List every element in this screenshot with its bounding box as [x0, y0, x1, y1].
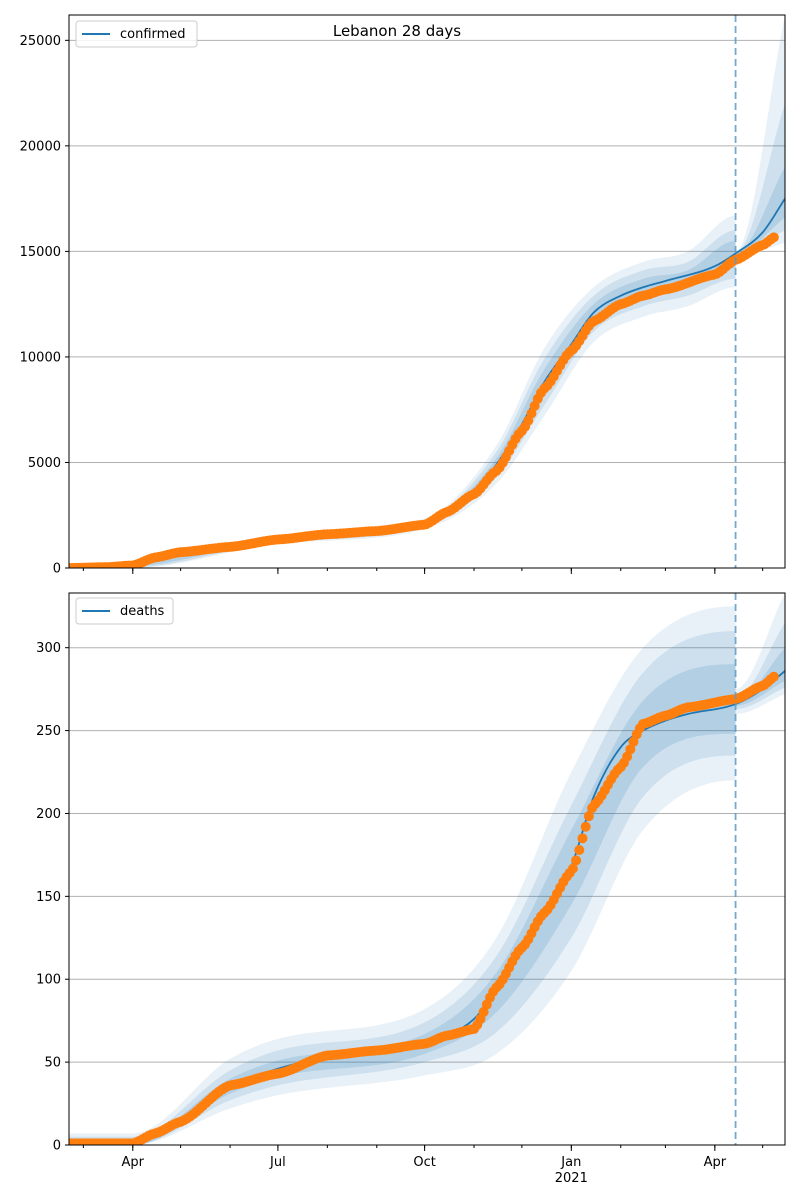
deaths-legend-box: [75, 597, 174, 625]
confirmed-observed-points: [69, 232, 779, 568]
deaths-band-outer: [69, 593, 785, 1145]
deaths-axes-frame: [68, 592, 786, 1146]
confirmed-legend-box: [75, 20, 198, 48]
deaths-x-tick-label: Apr: [122, 1155, 145, 1170]
confirmed-y-tick-label: 0: [53, 562, 61, 577]
deaths-y-tick-label: 100: [36, 973, 61, 988]
deaths-grid: [69, 647, 785, 1063]
confirmed-observed-point: [768, 232, 779, 243]
confirmed-y-tick-label: 10000: [20, 350, 61, 365]
deaths-observed-point: [577, 833, 588, 844]
confirmed-legend: confirmed: [75, 20, 198, 48]
deaths-observed-point: [625, 744, 636, 755]
confirmed-y-tick-label: 5000: [28, 456, 61, 471]
deaths-legend: deaths: [75, 597, 174, 625]
confirmed-y-tick-label: 25000: [20, 34, 61, 49]
deaths-y-tick-label: 300: [36, 641, 61, 656]
deaths-x-tick-label: Jul: [269, 1155, 286, 1170]
deaths-observed-points: [69, 671, 779, 1145]
confirmed-y-tick-label: 15000: [20, 245, 61, 260]
deaths-observed-point: [768, 671, 779, 682]
deaths-y-tick-label: 150: [36, 890, 61, 905]
deaths-observed-point: [583, 811, 594, 822]
deaths-observed-point: [574, 844, 585, 855]
deaths-y-tick-label: 50: [44, 1056, 61, 1071]
deaths-y-tick-label: 200: [36, 807, 61, 822]
deaths-observed-point: [580, 821, 591, 832]
confirmed-y-axis: 0 5000 10000 15000 20000 25000: [20, 34, 69, 577]
deaths-x-tick-label: Jan: [560, 1155, 581, 1170]
confirmed-chart-panel: 0 5000 10000 15000 20000 25000 Lebanon 28 day…: [20, 14, 786, 577]
deaths-observed-point: [571, 855, 582, 866]
deaths-y-tick-label: 250: [36, 724, 61, 739]
confirmed-axes-frame: [68, 14, 786, 569]
deaths-x-tick-label: Apr: [704, 1155, 727, 1170]
deaths-observed-point: [567, 863, 578, 874]
confirmed-observed-point: [526, 408, 537, 419]
confirmed-x-axis: [82, 568, 764, 574]
confirmed-y-tick-label: 20000: [20, 139, 61, 154]
deaths-y-axis: 0 50 100 150 200 250 300: [36, 641, 69, 1154]
chart-title: Lebanon 28 days: [333, 22, 461, 40]
confirmed-legend-label: confirmed: [120, 27, 186, 42]
deaths-band-middle: [69, 622, 785, 1145]
deaths-legend-label: deaths: [120, 604, 165, 619]
confirmed-grid: [69, 39, 785, 463]
deaths-y-tick-label: 0: [53, 1139, 61, 1154]
deaths-x-tick-sublabel: 2021: [555, 1171, 588, 1186]
deaths-x-tick-label: Oct: [413, 1155, 435, 1170]
